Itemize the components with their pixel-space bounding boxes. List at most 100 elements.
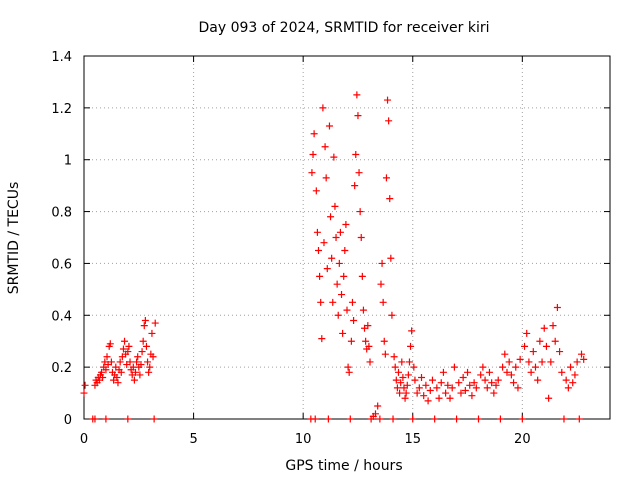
- data-point: [381, 350, 389, 358]
- x-tick-label: 15: [404, 432, 421, 447]
- y-tick-label: 0.6: [51, 257, 72, 272]
- data-point: [346, 415, 354, 423]
- data-point: [80, 389, 88, 397]
- x-tick-label: 0: [80, 432, 88, 447]
- data-point: [571, 371, 579, 379]
- data-point: [136, 371, 144, 379]
- data-point: [351, 182, 359, 190]
- data-point: [322, 174, 330, 182]
- data-point: [389, 415, 397, 423]
- data-point: [397, 379, 405, 387]
- data-point: [99, 374, 107, 382]
- data-point: [138, 348, 146, 356]
- data-point: [424, 397, 432, 405]
- data-point: [551, 337, 559, 345]
- data-point: [569, 379, 577, 387]
- data-point: [341, 246, 349, 254]
- data-point: [339, 329, 347, 337]
- data-point: [470, 379, 478, 387]
- data-point: [359, 306, 367, 314]
- data-point: [435, 394, 443, 402]
- data-point: [553, 304, 561, 312]
- data-point: [379, 298, 387, 306]
- data-point: [343, 306, 351, 314]
- data-point: [396, 389, 404, 397]
- data-point: [146, 363, 154, 371]
- data-point: [556, 348, 564, 356]
- data-point: [492, 381, 500, 389]
- data-point: [358, 272, 366, 280]
- x-axis-title: GPS time / hours: [285, 458, 402, 474]
- data-point: [124, 415, 132, 423]
- data-point: [479, 363, 487, 371]
- data-point: [437, 379, 445, 387]
- y-tick-label: 0.4: [51, 309, 72, 324]
- data-point: [106, 340, 114, 348]
- data-point: [433, 384, 441, 392]
- data-point: [336, 228, 344, 236]
- data-point: [496, 415, 504, 423]
- data-point: [558, 368, 566, 376]
- data-point: [409, 415, 417, 423]
- data-point: [148, 329, 156, 337]
- data-point: [402, 389, 410, 397]
- data-point: [318, 335, 326, 343]
- data-point: [331, 202, 339, 210]
- data-point: [338, 291, 346, 299]
- data-point: [377, 280, 385, 288]
- data-point: [145, 368, 153, 376]
- data-point: [392, 376, 400, 384]
- data-point: [328, 254, 336, 262]
- data-point: [485, 368, 493, 376]
- data-point: [562, 376, 570, 384]
- data-point: [308, 169, 316, 177]
- data-point: [323, 265, 331, 273]
- data-point: [461, 386, 469, 394]
- data-point: [512, 363, 520, 371]
- data-point: [385, 117, 393, 125]
- data-point: [523, 329, 531, 337]
- data-point: [374, 402, 382, 410]
- data-point: [450, 363, 458, 371]
- data-point: [547, 358, 555, 366]
- data-point: [505, 358, 513, 366]
- y-axis-title: SRMTID / TECUs: [6, 182, 22, 295]
- y-tick-label: 0.8: [51, 206, 72, 221]
- data-point: [316, 272, 324, 280]
- data-point: [315, 246, 323, 254]
- data-point: [472, 384, 480, 392]
- data-point: [415, 384, 423, 392]
- data-point: [103, 353, 111, 361]
- data-point: [580, 355, 588, 363]
- data-point: [503, 368, 511, 376]
- x-tick-label: 10: [295, 432, 312, 447]
- data-point: [325, 122, 333, 130]
- data-point: [329, 298, 337, 306]
- data-point: [420, 392, 428, 400]
- data-point: [426, 386, 434, 394]
- data-point: [464, 368, 472, 376]
- data-point: [114, 379, 122, 387]
- data-point: [404, 371, 412, 379]
- data-point: [501, 350, 509, 358]
- data-point: [453, 415, 461, 423]
- y-tick-label: 1.2: [51, 102, 72, 117]
- data-point: [342, 221, 350, 229]
- data-point: [431, 415, 439, 423]
- data-point: [444, 381, 452, 389]
- data-point: [573, 358, 581, 366]
- data-point: [411, 376, 419, 384]
- data-point: [132, 368, 140, 376]
- data-point: [309, 151, 317, 159]
- data-point: [525, 358, 533, 366]
- data-point: [151, 319, 159, 327]
- data-point: [494, 376, 502, 384]
- data-point: [534, 376, 542, 384]
- data-point: [334, 311, 342, 319]
- data-point: [549, 322, 557, 330]
- data-point: [365, 342, 373, 350]
- data-point: [134, 353, 142, 361]
- data-point: [119, 345, 127, 353]
- chart-title: Day 093 of 2024, SRMTID for receiver kir…: [198, 20, 489, 36]
